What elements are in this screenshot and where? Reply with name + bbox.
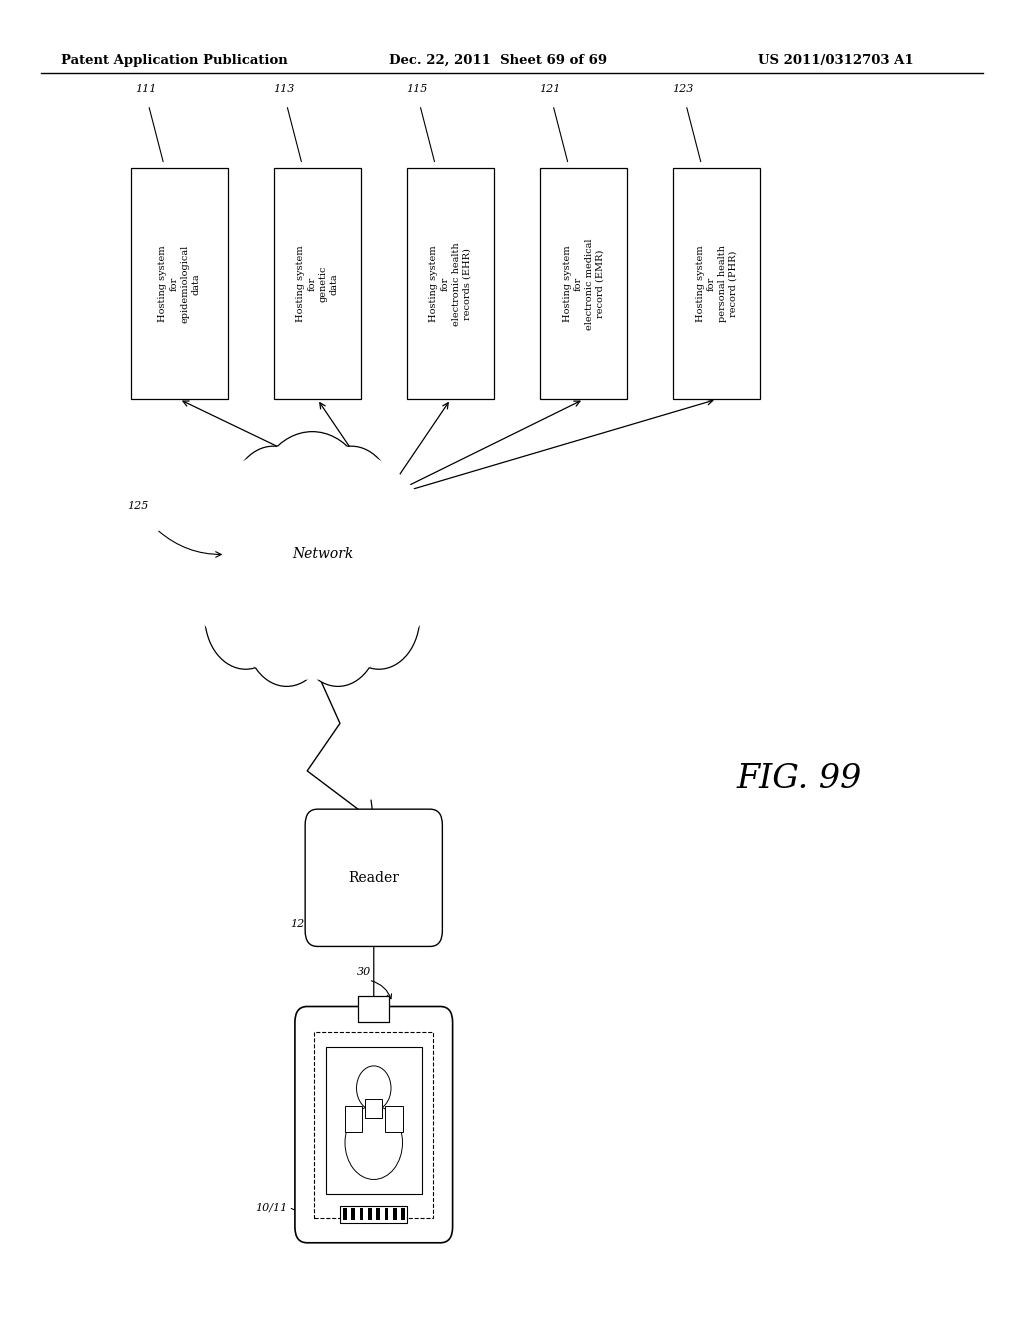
Bar: [340, 1206, 408, 1222]
Circle shape: [292, 482, 415, 640]
Circle shape: [210, 482, 333, 640]
Text: FIG. 99: FIG. 99: [736, 763, 861, 795]
Bar: [393, 1209, 396, 1220]
FancyBboxPatch shape: [541, 168, 627, 399]
Text: Reader: Reader: [348, 871, 399, 884]
Circle shape: [204, 484, 282, 585]
FancyBboxPatch shape: [674, 168, 760, 399]
Ellipse shape: [345, 1106, 402, 1180]
Text: 12: 12: [290, 919, 304, 929]
Circle shape: [353, 521, 435, 627]
Ellipse shape: [184, 442, 440, 680]
Bar: [366, 1100, 382, 1118]
Bar: [385, 1106, 402, 1133]
Text: 125: 125: [128, 500, 148, 511]
Text: Hosting system
for
electronic medical
record (EMR): Hosting system for electronic medical re…: [562, 238, 605, 330]
Circle shape: [308, 446, 394, 557]
Text: Hosting system
for
electronic health
records (EHR): Hosting system for electronic health rec…: [429, 242, 472, 326]
Circle shape: [246, 581, 328, 686]
Text: 111: 111: [135, 84, 156, 94]
Circle shape: [241, 469, 384, 653]
Text: Network: Network: [292, 548, 353, 561]
Text: Hosting system
for
epidemiological
data: Hosting system for epidemiological data: [158, 244, 201, 323]
FancyBboxPatch shape: [295, 1006, 453, 1243]
Bar: [401, 1209, 404, 1220]
Circle shape: [343, 484, 421, 585]
Text: 123: 123: [673, 84, 693, 94]
Text: 10/11: 10/11: [255, 1203, 288, 1212]
Circle shape: [230, 446, 316, 557]
FancyBboxPatch shape: [131, 168, 227, 399]
Circle shape: [205, 564, 287, 669]
Text: Hosting system
for
personal health
record (PHR): Hosting system for personal health recor…: [695, 246, 738, 322]
Text: Patent Application Publication: Patent Application Publication: [61, 54, 288, 67]
Ellipse shape: [200, 502, 425, 660]
Circle shape: [297, 581, 379, 686]
FancyBboxPatch shape: [408, 168, 495, 399]
Circle shape: [356, 1067, 391, 1110]
Text: Hosting system
for
genetic
data: Hosting system for genetic data: [296, 246, 339, 322]
Text: 30: 30: [356, 968, 371, 977]
Bar: [343, 1209, 347, 1220]
Bar: [376, 1209, 380, 1220]
Bar: [345, 1106, 362, 1133]
Text: Dec. 22, 2011  Sheet 69 of 69: Dec. 22, 2011 Sheet 69 of 69: [389, 54, 607, 67]
Bar: [351, 1209, 355, 1220]
Text: US 2011/0312703 A1: US 2011/0312703 A1: [758, 54, 913, 67]
Text: 121: 121: [540, 84, 560, 94]
Circle shape: [189, 521, 271, 627]
FancyBboxPatch shape: [274, 168, 361, 399]
Circle shape: [253, 432, 372, 585]
Bar: [385, 1209, 388, 1220]
Bar: [358, 997, 389, 1022]
Bar: [368, 1209, 372, 1220]
Circle shape: [338, 564, 420, 669]
Text: 115: 115: [407, 84, 427, 94]
FancyBboxPatch shape: [305, 809, 442, 946]
Ellipse shape: [200, 442, 425, 627]
Bar: [326, 1047, 422, 1195]
Bar: [359, 1209, 364, 1220]
Text: 113: 113: [273, 84, 294, 94]
